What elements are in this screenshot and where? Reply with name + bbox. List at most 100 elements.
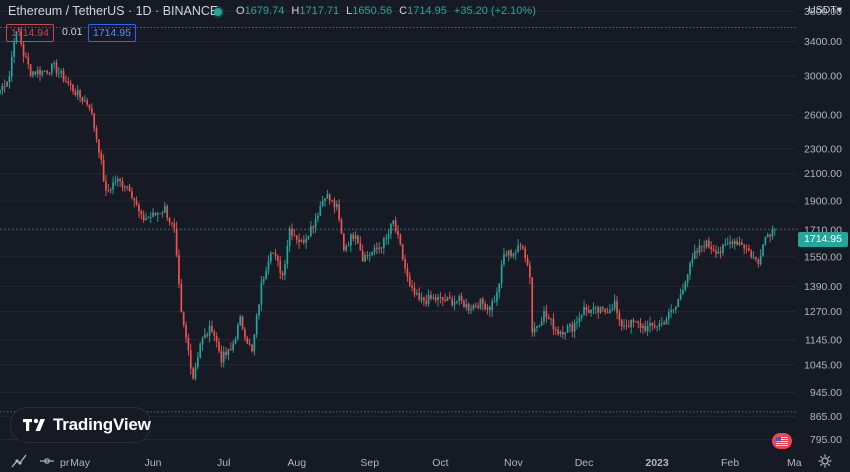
candle: [288, 228, 291, 247]
candle: [171, 222, 173, 224]
candle: [630, 319, 632, 328]
sell-price-button[interactable]: 1714.94: [6, 24, 54, 42]
candle: [385, 238, 388, 239]
candle: [269, 252, 272, 262]
symbol-title[interactable]: Ethereum / TetherUS · 1D · BINANCE: [8, 4, 219, 18]
candle: [199, 344, 202, 358]
candle: [211, 325, 213, 332]
candle: [425, 300, 428, 304]
candle: [62, 70, 65, 81]
candle: [524, 248, 527, 259]
candle: [27, 57, 30, 65]
price-tick-label: 2300.00: [804, 143, 842, 155]
candle: [8, 76, 11, 82]
candle: [766, 234, 769, 238]
low-label: L: [346, 5, 353, 17]
candle: [194, 367, 197, 379]
candle: [260, 281, 263, 305]
price-tick-label: 795.00: [810, 434, 842, 446]
candle: [291, 228, 293, 236]
close-label: C: [399, 5, 408, 17]
tradingview-text: TradingView: [53, 415, 151, 434]
candle: [46, 70, 48, 73]
candle: [79, 90, 81, 98]
candle: [580, 315, 583, 318]
candle: [307, 236, 310, 239]
market-status-icon: [214, 8, 222, 16]
candle: [750, 250, 753, 258]
candle: [740, 242, 743, 245]
candle: [298, 239, 300, 243]
candle: [559, 331, 562, 335]
candle: [752, 256, 755, 258]
candle: [590, 309, 592, 313]
candle: [175, 228, 178, 256]
candle: [726, 243, 729, 245]
candle: [246, 337, 249, 344]
drawing-tool-icon[interactable]: [10, 453, 28, 469]
candle: [698, 245, 701, 253]
candle: [432, 297, 435, 299]
candle: [552, 318, 555, 330]
candle: [719, 251, 722, 254]
currency-select[interactable]: USDT▾: [808, 4, 842, 16]
candle: [390, 224, 392, 234]
candle: [738, 242, 741, 245]
candle: [618, 312, 621, 321]
candle: [651, 322, 654, 326]
candle: [764, 237, 767, 245]
buy-price-button[interactable]: 1714.95: [88, 24, 136, 42]
candle: [342, 233, 345, 251]
candle: [48, 72, 51, 74]
price-tick-label: 1390.00: [804, 281, 842, 293]
candle: [394, 220, 397, 232]
candle: [65, 80, 67, 82]
candle: [60, 70, 63, 74]
candle: [689, 262, 691, 275]
candle: [646, 326, 649, 331]
candle: [592, 307, 595, 310]
time-tick-label: Jun: [145, 457, 162, 469]
candle: [161, 212, 164, 214]
candle: [361, 250, 364, 262]
candle: [53, 62, 56, 64]
candle: [321, 200, 324, 207]
candle: [55, 62, 58, 74]
candle: [557, 329, 559, 335]
time-tick-label: Ma: [787, 457, 802, 469]
candle: [710, 246, 713, 250]
economic-events-flag-icon[interactable]: [772, 433, 792, 449]
candle: [684, 282, 687, 290]
candle: [333, 200, 336, 208]
time-axis[interactable]: pr May Jun Jul Aug Sep Oct Nov Dec 2023 Feb Ma: [60, 457, 802, 469]
settings-gear-icon[interactable]: [816, 453, 834, 469]
price-axis[interactable]: 3800.00 3400.00 3000.00 2600.00 2300.00 2100.…: [804, 6, 842, 446]
candle: [434, 297, 437, 301]
candle: [258, 304, 260, 316]
candle: [133, 197, 136, 201]
candle: [526, 258, 529, 266]
candle: [722, 244, 724, 254]
candle: [609, 309, 611, 314]
measure-tool-icon[interactable]: [38, 453, 56, 469]
candle: [677, 299, 680, 307]
candle: [493, 301, 496, 303]
candle: [514, 252, 517, 254]
candle: [86, 100, 88, 105]
candle: [642, 325, 644, 328]
candle: [267, 261, 270, 271]
candle: [583, 307, 585, 316]
candle: [665, 319, 668, 325]
candle: [408, 276, 411, 286]
candle: [444, 300, 446, 302]
candle: [700, 245, 703, 247]
candle: [105, 181, 107, 191]
candle: [255, 315, 258, 335]
tradingview-logo[interactable]: TradingView: [10, 407, 151, 443]
candle: [703, 246, 706, 248]
candle: [166, 206, 169, 218]
time-tick-label: May: [70, 457, 91, 469]
candle: [757, 259, 760, 265]
candle: [604, 308, 607, 313]
